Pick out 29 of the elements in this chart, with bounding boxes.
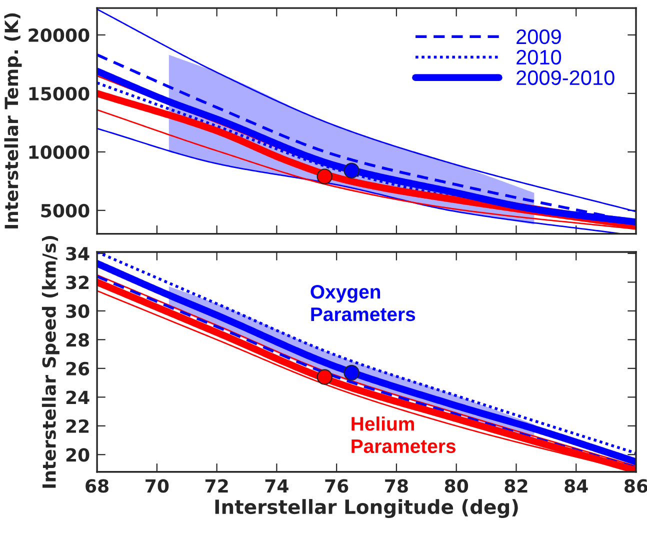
annotation: Helium Parameters — [352, 416, 456, 454]
y-axis-title: Interstellar Temp. (K) — [4, 13, 22, 228]
y-tick-label: 22 — [66, 419, 89, 433]
y-tick-label: 34 — [66, 246, 90, 261]
annotation: Oxygen Parameters — [310, 284, 416, 322]
x-tick-label: 70 — [146, 479, 169, 493]
y-tick-label: 5000 — [41, 204, 90, 218]
x-tick-label: 74 — [265, 479, 288, 493]
y-axis-title: Interstellar Speed (km/s) — [42, 236, 60, 488]
y-tick-label: 30 — [66, 304, 90, 318]
y-tick-label: 32 — [66, 276, 89, 290]
legend-label: 2009-2010 — [516, 70, 614, 86]
x-tick-label: 82 — [504, 479, 528, 493]
x-axis-title: Interstellar Longitude (deg) — [215, 499, 518, 518]
y-tick-label: 24 — [66, 390, 90, 404]
y-tick-label: 20000 — [28, 28, 90, 42]
y-tick-label: 15000 — [29, 86, 90, 101]
y-tick-label: 20 — [66, 448, 90, 462]
legend-label: 2010 — [516, 50, 562, 65]
y-tick-label: 28 — [66, 333, 89, 347]
x-tick-label: 84 — [564, 479, 588, 493]
x-tick-label: 78 — [385, 479, 408, 493]
x-tick-label: 72 — [205, 479, 228, 493]
y-tick-label: 26 — [66, 362, 90, 376]
legend-label: 2009 — [516, 29, 561, 44]
y-tick-label: 10000 — [29, 145, 90, 160]
x-tick-label: 80 — [444, 479, 468, 493]
x-tick-label: 68 — [86, 479, 108, 493]
x-tick-label: 76 — [325, 479, 348, 493]
